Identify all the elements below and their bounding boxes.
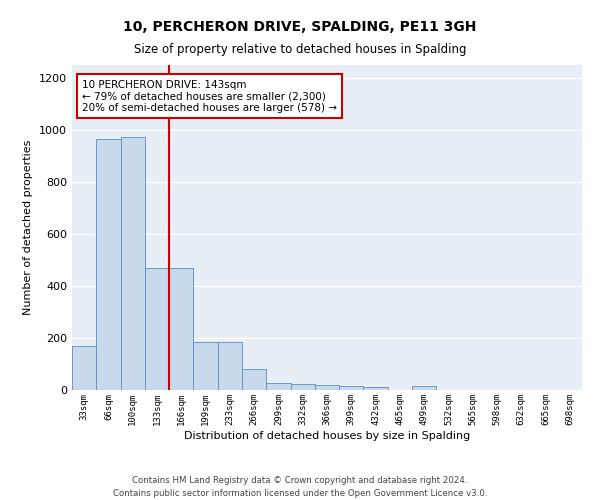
Bar [339,386,364,390]
Bar [290,384,315,390]
Text: Size of property relative to detached houses in Spalding: Size of property relative to detached ho… [134,42,466,56]
Bar [169,268,193,390]
Bar [72,346,96,390]
Bar [412,386,436,390]
Text: Contains HM Land Registry data © Crown copyright and database right 2024.
Contai: Contains HM Land Registry data © Crown c… [113,476,487,498]
Text: 10 PERCHERON DRIVE: 143sqm
← 79% of detached houses are smaller (2,300)
20% of s: 10 PERCHERON DRIVE: 143sqm ← 79% of deta… [82,80,337,113]
Bar [145,268,169,390]
Bar [218,342,242,390]
Bar [364,386,388,390]
Bar [266,382,290,390]
Y-axis label: Number of detached properties: Number of detached properties [23,140,34,315]
Bar [121,136,145,390]
Bar [96,139,121,390]
Bar [315,385,339,390]
X-axis label: Distribution of detached houses by size in Spalding: Distribution of detached houses by size … [184,430,470,440]
Bar [193,342,218,390]
Text: 10, PERCHERON DRIVE, SPALDING, PE11 3GH: 10, PERCHERON DRIVE, SPALDING, PE11 3GH [124,20,476,34]
Bar [242,369,266,390]
